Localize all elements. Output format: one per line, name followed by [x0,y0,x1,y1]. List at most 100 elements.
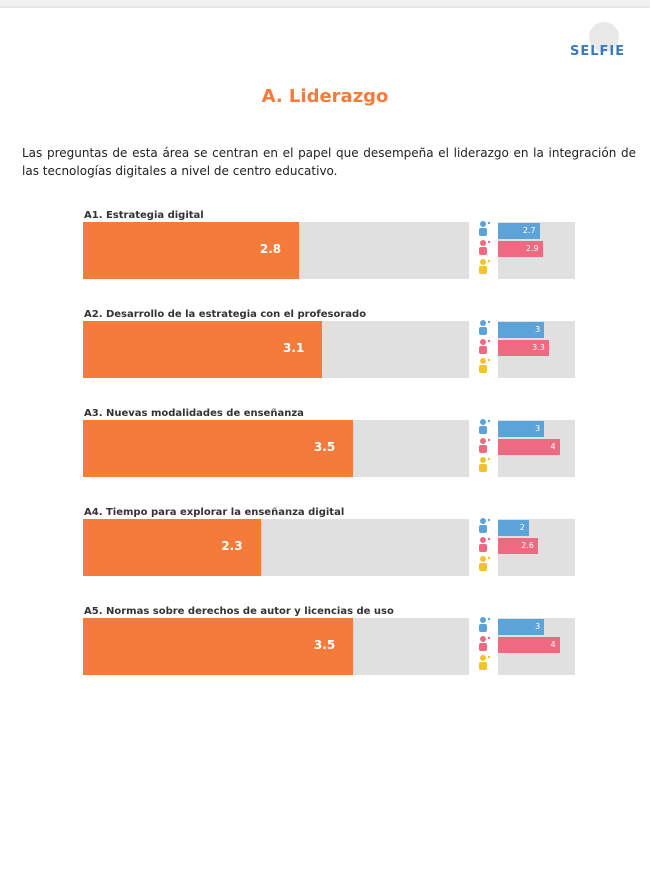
bar [83,420,354,477]
icon-part [480,240,486,246]
icon-part [480,457,486,463]
intro-text: Las preguntas de esta área se centran en… [22,146,636,178]
small-bar-value: 3 [535,325,541,334]
icon-part [479,346,487,354]
icon-part [487,457,491,461]
small-bar [498,223,540,239]
logo-decoration [589,22,619,52]
role-icons [479,518,491,571]
icon-part [480,259,486,265]
bar-track: 3.5 [83,618,469,675]
item-label: A1. Estrategia digital [84,210,204,221]
logo: SELFIE [570,44,626,59]
bar-value: 3.5 [313,638,336,652]
icon-part [479,544,487,552]
item-label: A2. Desarrollo de la estrategia con el p… [84,309,367,320]
icon-part [480,221,486,227]
bar-track: 2.8 [83,222,469,279]
bar [83,321,323,378]
bar-track: 2.3 [83,519,469,576]
small-bar-value: 2.9 [525,244,539,253]
small-bar-value: 3 [535,424,541,433]
bar-track: 3.5 [83,420,469,477]
icon-part [479,247,487,255]
small-bar-value: 2.7 [522,226,536,235]
small-bar [498,439,560,455]
icon-part [479,624,487,632]
small-bar [498,520,529,536]
icon-part [479,426,487,434]
icon-part [487,636,491,640]
bar [83,519,261,576]
icon-part [487,221,491,225]
small-bar-value: 4 [550,442,556,451]
small-bar-value: 2 [519,523,525,532]
small-bar-track: 2.7 2.9 [498,222,575,279]
icon-part [487,655,491,659]
role-icons [479,320,491,373]
small-bar [498,322,545,338]
document-page: SELFIE A. Liderazgo Las preguntas de est… [0,8,650,893]
icon-part [480,438,486,444]
role-icons [479,419,491,472]
bar-value: 2.3 [221,539,243,553]
icon-part [479,266,487,274]
bar-value: 3.5 [313,440,336,454]
small-bar-value: 4 [550,640,556,649]
bar [83,222,300,279]
item-label: A5. Normas sobre derechos de autor y lic… [84,606,394,617]
icon-part [479,445,487,453]
icon-part [480,556,486,562]
small-bar-value: 2.6 [521,541,535,550]
icon-part [480,636,486,642]
small-bar [498,619,545,635]
icon-part [479,563,487,571]
icon-part [480,518,486,524]
small-bar-track: 3 3.3 [498,321,575,378]
icon-part [487,518,491,522]
small-bar [498,340,549,356]
icon-part [480,537,486,543]
icon-part [487,438,491,442]
item-label: A4. Tiempo para explorar la enseñanza di… [84,507,345,518]
icon-part [487,358,491,362]
icon-part [479,525,487,533]
icon-part [479,662,487,670]
icon-part [479,643,487,651]
icon-part [480,419,486,425]
small-bar-track: 2 2.6 [498,519,575,576]
icon-part [487,556,491,560]
small-bar [498,241,543,257]
icon-part [479,464,487,472]
icon-part [480,320,486,326]
small-bar-value: 3 [535,622,541,631]
small-bar [498,637,560,653]
item-label: A3. Nuevas modalidades de enseñanza [84,408,304,419]
icon-part [479,365,487,373]
bar-track: 3.1 [83,321,469,378]
bar-value: 3.1 [283,341,305,355]
icon-part [487,537,491,541]
icon-part [480,358,486,364]
icon-part [480,339,486,345]
bar [83,618,354,675]
icon-part [487,339,491,343]
icon-part [487,320,491,324]
bar-value: 2.8 [259,242,282,256]
icon-part [480,617,486,623]
role-icons [479,221,491,274]
icon-part [480,655,486,661]
small-bar-value: 3.3 [532,343,545,352]
icon-part [479,228,487,236]
icon-part [479,327,487,335]
section-title: A. Liderazgo [261,86,389,107]
icon-part [487,617,491,621]
small-bar [498,421,545,437]
icon-part [487,419,491,423]
icon-part [487,240,491,244]
small-bar [498,538,539,554]
role-icons [479,617,491,670]
